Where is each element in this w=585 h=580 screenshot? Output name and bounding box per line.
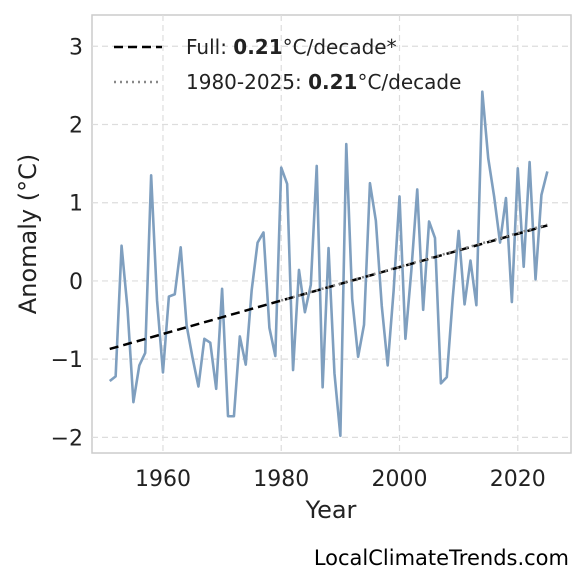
site-credit: LocalClimateTrends.com	[313, 546, 569, 570]
y-tick-label: 3	[69, 35, 83, 60]
legend: Full: 0.21°C/decade* 1980-2025: 0.21°C/d…	[114, 35, 461, 94]
y-axis-title: Anomaly (°C)	[14, 154, 42, 314]
series-layer	[108, 90, 549, 438]
series-line-0	[108, 90, 549, 438]
y-tick-label: 0	[69, 270, 83, 295]
x-tick-label: 1960	[135, 467, 191, 492]
tick-labels: 1960 1980 2000 2020 −2 −1 0 1 2 3	[51, 35, 546, 492]
y-tick-label: 1	[69, 192, 83, 217]
legend-label-1980-2025: 1980-2025: 0.21°C/decade	[186, 70, 461, 94]
grid-lines	[92, 15, 571, 453]
x-tick-label: 2000	[372, 467, 428, 492]
y-tick-label: −1	[51, 348, 83, 373]
legend-label-full: Full: 0.21°C/decade*	[186, 35, 397, 59]
x-tick-label: 1980	[253, 467, 309, 492]
plot-area	[91, 14, 572, 454]
y-tick-label: −2	[51, 426, 83, 451]
x-tick-label: 2020	[490, 467, 546, 492]
x-axis-title: Year	[305, 496, 357, 524]
y-tick-label: 2	[69, 114, 83, 139]
series-line-2	[280, 223, 548, 302]
